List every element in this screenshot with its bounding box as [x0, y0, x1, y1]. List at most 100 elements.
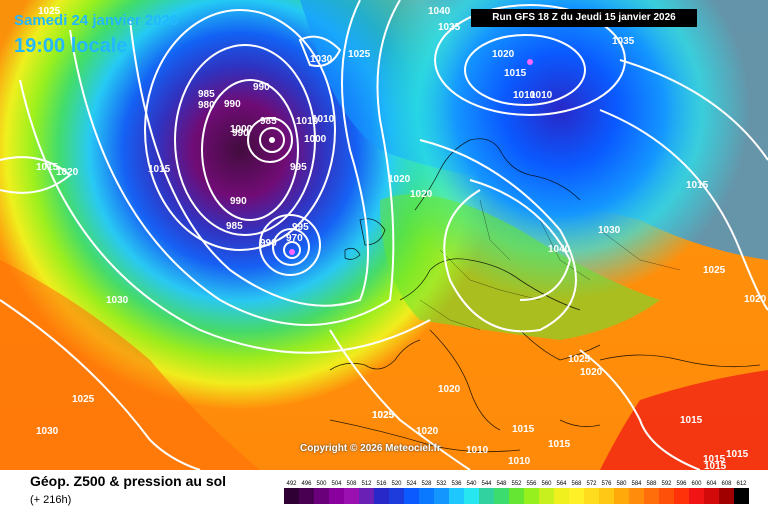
scale-swatch [674, 488, 689, 504]
isobar-label: 1010 [508, 456, 531, 467]
coastlines [329, 138, 761, 453]
scale-swatch [419, 488, 434, 504]
isobar-label: 995 [292, 222, 309, 233]
isobar-label: 990 [230, 196, 247, 207]
isobar-label: 990 [260, 238, 277, 249]
model-run-label: Run GFS 18 Z du Jeudi 15 janvier 2026 [471, 9, 697, 27]
isobar-label: 1020 [744, 294, 767, 305]
scale-tick-label: 540 [466, 481, 477, 487]
low-centre-marker [289, 249, 295, 255]
isobar-label: 1030 [310, 54, 333, 65]
scale-swatch [449, 488, 464, 504]
scale-swatch [569, 488, 584, 504]
scale-tick-label: 512 [361, 481, 372, 487]
scale-swatch [374, 488, 389, 504]
scale-swatch [599, 488, 614, 504]
forecast-lead-time: (+ 216h) [30, 494, 72, 506]
scale-tick-label: 576 [601, 481, 612, 487]
copyright-notice: Copyright © 2026 Meteociel.fr [300, 443, 441, 454]
forecast-map: 1025 1040 1035 1020 1015 1010 1010 1035 … [0, 0, 768, 470]
scale-tick-label: 568 [571, 481, 582, 487]
scale-tick-label: 500 [316, 481, 327, 487]
scale-swatch [734, 488, 749, 504]
scale-tick-label: 556 [526, 481, 537, 487]
scale-swatch [494, 488, 509, 504]
forecast-time: 19:00 locale [14, 35, 128, 57]
isobar-label: 1015 [726, 449, 749, 460]
scale-swatch [359, 488, 374, 504]
scale-swatch [704, 488, 719, 504]
isobar-label: 990 [232, 128, 249, 139]
isobar-label: 985 [260, 116, 277, 127]
pressure-centres [269, 59, 533, 255]
scale-swatch [644, 488, 659, 504]
scale-tick-label: 528 [421, 481, 432, 487]
scale-tick-label: 588 [646, 481, 657, 487]
scale-swatch [404, 488, 419, 504]
isobar-label: 1020 [438, 384, 461, 395]
isobar-label: 1010 [530, 90, 553, 101]
isobar-label: 1015 [704, 461, 727, 470]
scale-tick-label: 496 [301, 481, 312, 487]
isobar-label: 990 [253, 82, 270, 93]
scale-tick-label: 504 [331, 481, 342, 487]
isobar-label: 1030 [106, 295, 129, 306]
scale-swatch [284, 488, 299, 504]
scale-tick-label: 536 [451, 481, 462, 487]
isobar-label: 1020 [492, 49, 515, 60]
scale-swatch [629, 488, 644, 504]
field-red-se [600, 370, 768, 470]
scale-tick-label: 544 [481, 481, 492, 487]
scale-tick-label: 584 [631, 481, 642, 487]
isobar-label: 1020 [580, 367, 603, 378]
field-green-central [380, 194, 660, 340]
isobar-label: 1030 [598, 225, 621, 236]
scale-tick-label: 548 [496, 481, 507, 487]
isobar-label: 1025 [372, 410, 395, 421]
isobar-label: 1015 [512, 424, 535, 435]
scale-swatch [509, 488, 524, 504]
isobar-label: 970 [286, 233, 303, 244]
scale-tick-label: 560 [541, 481, 552, 487]
scale-swatch [329, 488, 344, 504]
color-scale: 492 496 500 504 508 512 516 520 524 528 532 536 540 5… [284, 481, 749, 504]
isobar-label: 1040 [548, 244, 571, 255]
isobar-label: 1010 [466, 445, 489, 456]
scale-tick-label: 596 [676, 481, 687, 487]
isobar-label: 1035 [438, 22, 461, 33]
isobar-label: 1000 [304, 134, 327, 145]
scale-swatch [479, 488, 494, 504]
isobar-label: 1010 [296, 116, 319, 127]
scale-tick-label: 564 [556, 481, 567, 487]
isobar-label: 985 [198, 89, 215, 100]
isobar-label: 1020 [388, 174, 411, 185]
isobar-label: 1020 [56, 167, 79, 178]
isobar-labels: 1025 1040 1035 1020 1015 1010 1010 1035 … [36, 6, 767, 470]
isobar-label: 1025 [568, 354, 591, 365]
scale-swatch [344, 488, 359, 504]
scale-tick-label: 520 [391, 481, 402, 487]
scale-swatch [539, 488, 554, 504]
scale-swatch [464, 488, 479, 504]
isobar-label: 1025 [38, 6, 61, 17]
scale-tick-label: 516 [376, 481, 387, 487]
scale-swatch [614, 488, 629, 504]
isobar-label: 1020 [416, 426, 439, 437]
isobar-label: 1015 [36, 162, 59, 173]
isobar-label: 1025 [703, 265, 726, 276]
scale-tick-label: 580 [616, 481, 627, 487]
borders [419, 199, 681, 331]
low-centre-marker [269, 137, 275, 143]
scale-tick-label: 600 [691, 481, 702, 487]
scale-swatch [689, 488, 704, 504]
isobar-label: 1000 [230, 124, 253, 135]
isobar-label: 990 [224, 99, 241, 110]
scale-swatch [299, 488, 314, 504]
isobars [0, 0, 768, 470]
isobar-label: 1015 [148, 164, 171, 175]
isobar-label: 1025 [372, 410, 395, 421]
scale-tick-label: 572 [586, 481, 597, 487]
isobar-label: 1010 [312, 114, 335, 125]
isobar-label: 1040 [428, 6, 451, 17]
scale-swatch [314, 488, 329, 504]
